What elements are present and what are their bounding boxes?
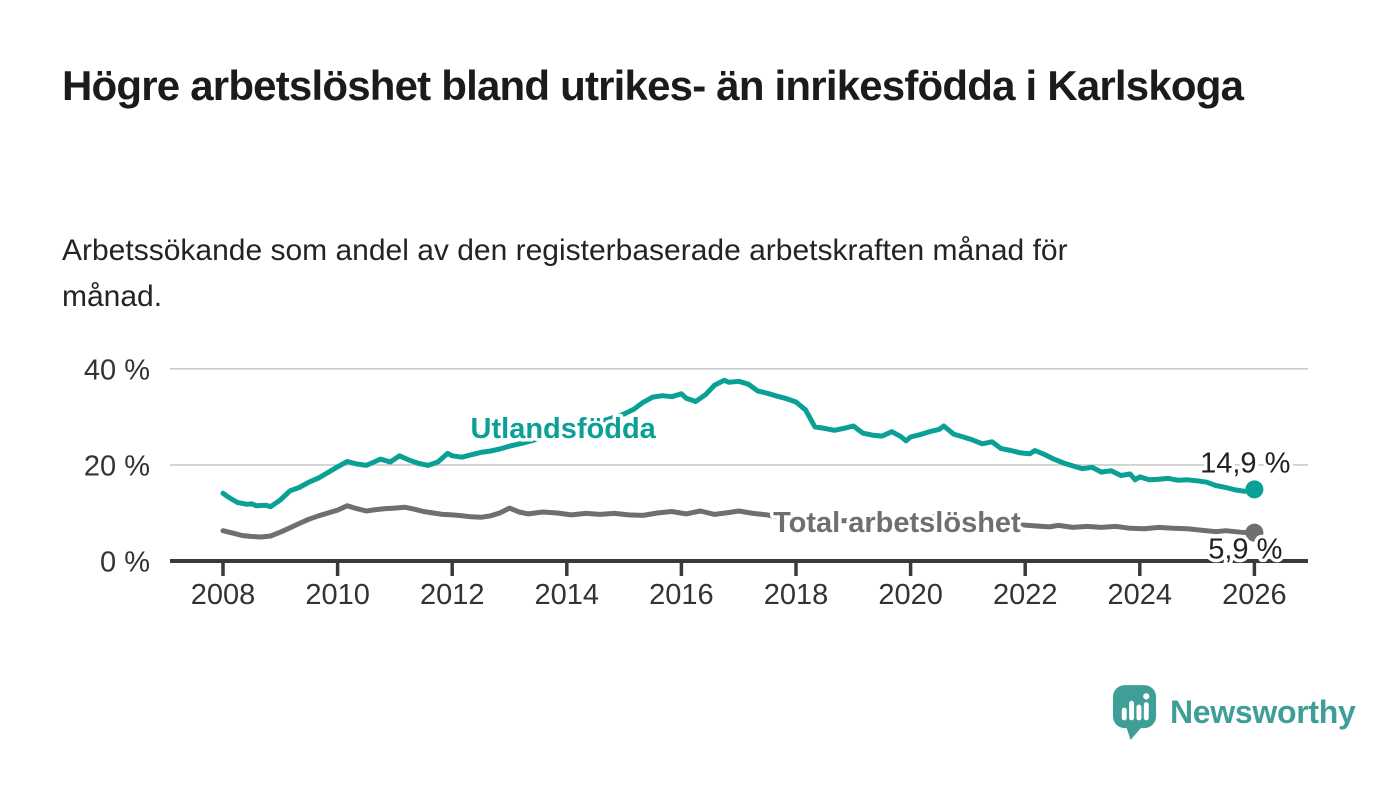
x-tick-label-2016: 2016 [649,579,714,611]
series-line-utlandsf-dda [220,377,1257,510]
newsworthy-logo: Newsworthy [1112,684,1356,741]
page-title: Högre arbetslöshet bland utrikes- än inr… [62,62,1244,109]
x-tick-label-2008: 2008 [191,579,256,611]
x-tick-label-2010: 2010 [305,579,370,611]
newsworthy-logo-text: Newsworthy [1170,694,1356,730]
x-tick-label-2012: 2012 [420,579,485,611]
series-label-utlandsf-dda: Utlandsfödda [471,413,657,445]
page-subtitle: Arbetssökande som andel av den registerb… [62,234,1068,313]
series-end-dot-utlandsf-dda [1245,480,1264,499]
series-end-value-total-arbetsl-shet: 5,9 % [1208,534,1282,566]
series-line-total-arbetsl-shet [220,503,1257,540]
x-tick-label-2020: 2020 [878,579,943,611]
y-tick-label-40: 40 % [84,354,150,386]
x-tick-label-2026: 2026 [1222,579,1287,611]
newsworthy-logo-icon [1112,685,1157,740]
series-end-dot-total-arbetsl-shet [1245,523,1264,542]
x-tick-label-2024: 2024 [1108,579,1173,611]
series-label-total-arbetsl-shet: Total arbetslöshet [773,507,1021,539]
series-end-value-utlandsf-dda: 14,9 % [1200,447,1290,479]
y-tick-label-0: 0 % [100,547,150,579]
x-tick-label-2018: 2018 [764,579,829,611]
x-tick-label-2014: 2014 [535,579,600,611]
x-tick-label-2022: 2022 [993,579,1058,611]
y-tick-label-20: 20 % [84,450,150,482]
